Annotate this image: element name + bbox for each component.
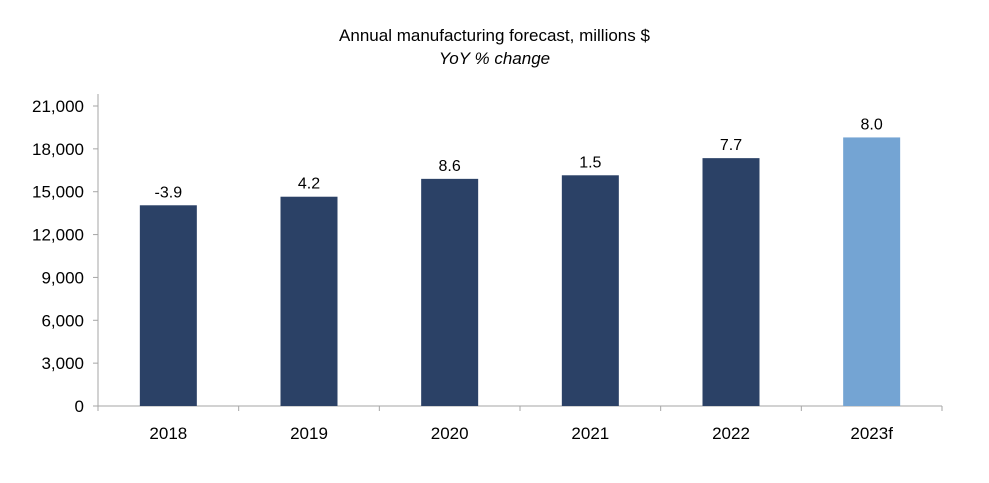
x-tick-label: 2023f (850, 424, 893, 443)
y-tick-label: 18,000 (32, 140, 84, 159)
x-tick-label: 2022 (712, 424, 750, 443)
y-tick-label: 0 (75, 397, 84, 416)
y-tick-label: 9,000 (41, 268, 84, 287)
y-tick-label: 12,000 (32, 226, 84, 245)
x-tick-label: 2019 (290, 424, 328, 443)
chart-subtitle: YoY % change (438, 49, 551, 68)
data-label: 4.2 (298, 176, 320, 193)
y-tick-label: 6,000 (41, 311, 84, 330)
data-label: 7.7 (720, 137, 742, 154)
bar (561, 175, 619, 406)
x-tick-label: 2020 (431, 424, 469, 443)
data-label: 8.0 (861, 116, 883, 133)
data-label: 1.5 (579, 154, 601, 171)
bar (702, 158, 760, 406)
chart-title: Annual manufacturing forecast, millions … (339, 26, 650, 45)
y-tick-label: 3,000 (41, 354, 84, 373)
data-label: 8.6 (439, 158, 461, 175)
bar (843, 137, 901, 406)
bar (280, 196, 338, 406)
bar (139, 205, 197, 406)
x-tick-label: 2021 (571, 424, 609, 443)
y-tick-label: 21,000 (32, 97, 84, 116)
x-tick-label: 2018 (149, 424, 187, 443)
bar (421, 178, 479, 406)
data-label: -3.9 (155, 184, 183, 201)
y-tick-label: 15,000 (32, 183, 84, 202)
